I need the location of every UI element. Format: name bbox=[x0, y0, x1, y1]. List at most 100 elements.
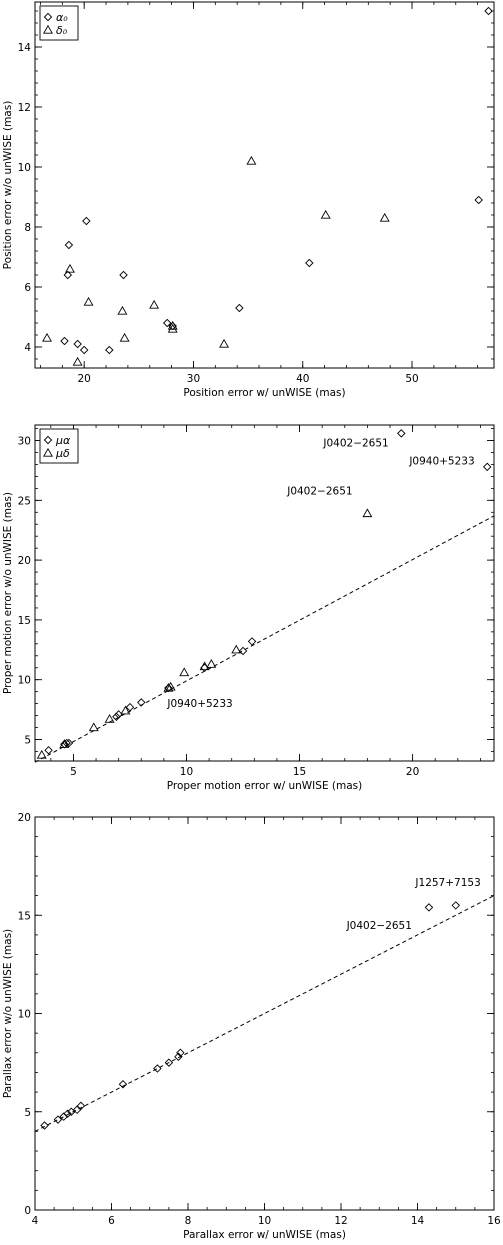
x-axis-label: Parallax error w/ unWISE (mas) bbox=[183, 1229, 346, 1241]
point-annotation: J0940+5233 bbox=[166, 698, 232, 710]
triangle-point bbox=[120, 705, 131, 715]
triangle-point bbox=[72, 356, 83, 366]
triangle-point bbox=[36, 749, 47, 759]
x-tick-label: 20 bbox=[406, 766, 419, 778]
y-tick-label: 5 bbox=[24, 734, 31, 746]
x-tick-label: 10 bbox=[180, 766, 193, 778]
legend-diamond-icon bbox=[43, 12, 53, 22]
plot-frame bbox=[34, 424, 495, 762]
triangle-point bbox=[104, 714, 115, 723]
diamond-point bbox=[176, 1048, 185, 1058]
x-axis-label: Proper motion error w/ unWISE (mas) bbox=[167, 780, 363, 792]
diamond-point bbox=[73, 339, 82, 349]
diamond-point bbox=[118, 1080, 128, 1089]
triangle-point bbox=[83, 296, 94, 306]
point-annotation: J0402−2651 bbox=[322, 438, 388, 450]
diamond-point bbox=[474, 195, 483, 205]
diamond-point bbox=[114, 710, 123, 719]
triangle-point bbox=[199, 661, 210, 671]
y-axis-label: Proper motion error w/o unWISE (mas) bbox=[2, 492, 14, 694]
diamond-point bbox=[112, 712, 121, 721]
legend-label: α₀ bbox=[56, 11, 68, 24]
x-tick-label: 4 bbox=[32, 1215, 39, 1227]
triangle-point bbox=[167, 320, 178, 330]
y-axis-label: Parallax error w/o unWISE (mas) bbox=[2, 929, 14, 1098]
legend-label: μδ bbox=[55, 447, 70, 460]
y-tick-label: 6 bbox=[24, 282, 31, 294]
triangle-point bbox=[379, 212, 390, 222]
legend-triangle-icon bbox=[43, 447, 53, 457]
x-tick-label: 50 bbox=[405, 373, 418, 385]
x-tick-label: 10 bbox=[258, 1215, 271, 1227]
point-annotation: J1257+7153 bbox=[414, 877, 480, 889]
legend-label: μα bbox=[55, 434, 71, 447]
y-tick-label: 14 bbox=[18, 42, 32, 54]
triangle-point bbox=[64, 263, 75, 273]
diamond-point bbox=[153, 1064, 162, 1073]
x-tick-label: 12 bbox=[334, 1215, 347, 1227]
x-tick-label: 14 bbox=[411, 1215, 425, 1227]
y-tick-label: 20 bbox=[18, 812, 31, 824]
diamond-point bbox=[238, 646, 248, 656]
triangle-point bbox=[246, 155, 257, 165]
x-tick-label: 5 bbox=[70, 766, 77, 778]
point-annotation: J0402−2651 bbox=[286, 485, 352, 497]
y-tick-label: 15 bbox=[18, 615, 31, 627]
diamond-point bbox=[451, 901, 460, 910]
diamond-point bbox=[60, 336, 69, 346]
triangle-point bbox=[219, 338, 230, 348]
point-annotation: J0402−2651 bbox=[346, 920, 412, 932]
x-tick-label: 40 bbox=[296, 373, 309, 385]
triangle-point bbox=[88, 722, 99, 732]
x-tick-label: 6 bbox=[108, 1215, 115, 1227]
triangle-point bbox=[59, 739, 70, 748]
x-axis-label: Position error w/ unWISE (mas) bbox=[183, 387, 345, 399]
y-tick-label: 8 bbox=[24, 222, 31, 234]
x-tick-label: 8 bbox=[185, 1215, 192, 1227]
point-annotation: J0940+5233 bbox=[408, 455, 474, 467]
diamond-point bbox=[137, 698, 146, 707]
diamond-point bbox=[125, 702, 135, 712]
triangle-point bbox=[179, 667, 190, 677]
diamond-point bbox=[162, 318, 172, 328]
diamond-point bbox=[105, 345, 114, 355]
y-tick-label: 4 bbox=[24, 342, 31, 354]
legend-box bbox=[39, 428, 79, 464]
y-tick-label: 15 bbox=[18, 910, 31, 922]
diamond-point bbox=[62, 738, 71, 748]
diamond-point bbox=[64, 738, 74, 748]
reference-line bbox=[34, 515, 495, 763]
legend-box bbox=[39, 5, 79, 41]
x-tick-label: 20 bbox=[77, 373, 90, 385]
diamond-point bbox=[482, 462, 492, 472]
y-tick-label: 10 bbox=[18, 162, 31, 174]
x-tick-label: 30 bbox=[187, 373, 200, 385]
plot-proper-motion-error: 5 10 15 20 5 10 15 20 25 30 Proper motion error w/… bbox=[2, 424, 495, 792]
y-tick-label: 12 bbox=[18, 102, 31, 114]
y-tick-label: 20 bbox=[18, 555, 31, 567]
diamond-point bbox=[235, 303, 244, 313]
diamond-point bbox=[63, 270, 73, 280]
triangle-point bbox=[231, 644, 242, 654]
diamond-point bbox=[63, 1109, 72, 1118]
diamond-point bbox=[164, 1058, 174, 1067]
x-tick-label: 16 bbox=[487, 1215, 501, 1227]
triangle-point bbox=[165, 681, 176, 691]
triangle-point bbox=[42, 332, 52, 342]
triangle-point bbox=[149, 299, 160, 309]
triangle-point bbox=[320, 209, 331, 219]
legend-diamond-icon bbox=[43, 435, 53, 445]
triangle-point bbox=[117, 305, 128, 315]
triangle-point bbox=[362, 508, 373, 518]
triangle-point bbox=[206, 659, 217, 668]
diamond-point bbox=[119, 270, 128, 280]
x-tick-label: 15 bbox=[293, 766, 306, 778]
y-tick-label: 0 bbox=[24, 1205, 31, 1217]
diamond-point bbox=[247, 637, 257, 646]
plot-position-error: 20 30 40 50 4 6 8 10 12 14 Position error w/ unWIS… bbox=[2, 1, 495, 399]
y-tick-label: 10 bbox=[18, 675, 31, 687]
diamond-point bbox=[397, 429, 406, 438]
